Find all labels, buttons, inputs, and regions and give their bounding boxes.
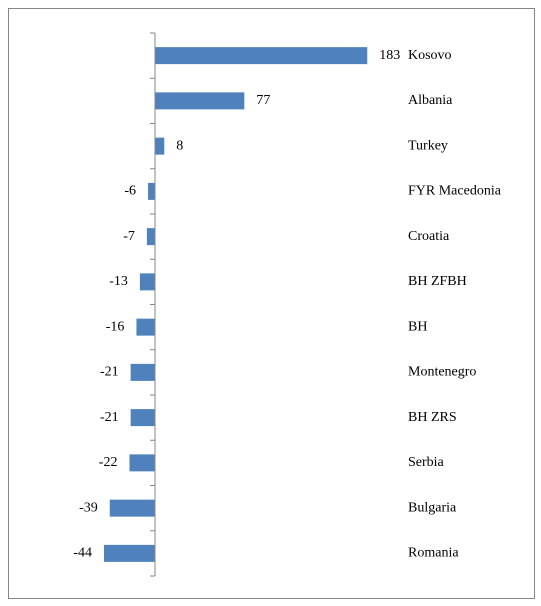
bar [130,409,155,427]
data-label: -13 [109,274,128,289]
category-label: Kosovo [408,48,452,63]
data-label: -44 [73,546,92,561]
bar [146,228,155,246]
category-label: Bulgaria [408,500,457,515]
data-label: -21 [100,365,119,380]
data-label: -16 [106,319,125,334]
data-label: 183 [379,48,400,63]
data-label: -6 [124,184,136,199]
category-label: BH ZRS [408,410,457,425]
data-label: 8 [176,138,183,153]
bar [129,454,155,472]
bar [139,273,155,291]
data-label: -7 [123,229,135,244]
chart-frame [8,8,535,599]
category-label: BH ZFBH [408,274,467,289]
category-label: Turkey [408,138,448,153]
data-label: 77 [256,93,270,108]
data-label: -22 [99,455,118,470]
category-label: Albania [408,93,453,108]
category-label: FYR Macedonia [408,184,502,199]
bar [130,363,155,381]
category-label: Romania [408,546,459,561]
data-label: -21 [100,410,119,425]
category-label: Serbia [408,455,445,470]
bar [155,137,165,155]
bar [155,92,245,110]
category-label: BH [408,319,427,334]
category-label: Montenegro [408,365,476,380]
bar [148,182,155,200]
bar [155,47,368,65]
bar [136,318,155,336]
bar [103,544,155,562]
category-label: Croatia [408,229,450,244]
data-label: -39 [79,500,98,515]
bar [109,499,155,517]
